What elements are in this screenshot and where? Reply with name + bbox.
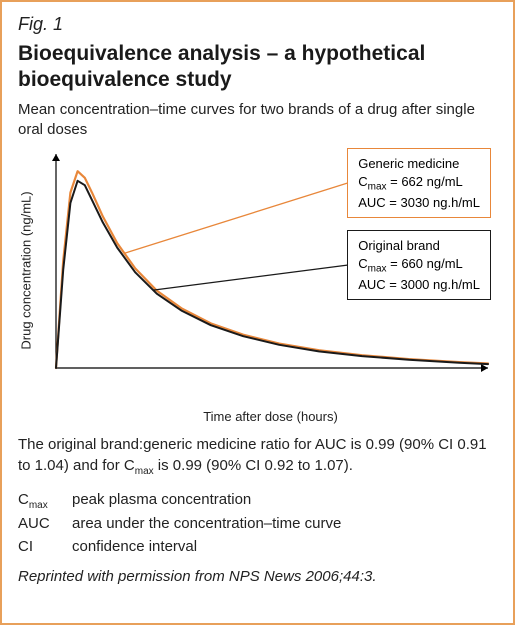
definitions-list: Cmaxpeak plasma concentrationAUCarea und…	[18, 489, 497, 558]
credit-line: Reprinted with permission from NPS News …	[18, 568, 497, 585]
figure-label: Fig. 1	[18, 14, 497, 35]
figure-title: Bioequivalence analysis – a hypothetical…	[18, 41, 497, 94]
figure-frame: Fig. 1 Bioequivalence analysis – a hypot…	[0, 0, 515, 625]
legend-original: Original brand Cmax = 660 ng/mL AUC = 30…	[347, 230, 491, 300]
definition-row: CIconfidence interval	[18, 536, 497, 559]
definition-text: area under the concentration–time curve	[72, 513, 341, 536]
definition-row: AUCarea under the concentration–time cur…	[18, 513, 497, 536]
legend-generic: Generic medicine Cmax = 662 ng/mL AUC = …	[347, 148, 491, 218]
definition-text: peak plasma concentration	[72, 489, 251, 513]
legend-generic-auc: AUC = 3030 ng.h/mL	[358, 194, 480, 212]
legend-original-cmax: Cmax = 660 ng/mL	[358, 255, 480, 276]
legend-original-name: Original brand	[358, 237, 480, 255]
figure-subtitle: Mean concentration–time curves for two b…	[18, 100, 497, 141]
legend-generic-cmax: Cmax = 662 ng/mL	[358, 173, 480, 194]
definition-term: CI	[18, 536, 72, 559]
y-axis-label: Drug concentration (ng/mL)	[19, 171, 34, 371]
caption: The original brand:generic medicine rati…	[18, 434, 497, 479]
definition-row: Cmaxpeak plasma concentration	[18, 489, 497, 513]
definition-term: Cmax	[18, 489, 72, 513]
chart-area: Drug concentration (ng/mL) Generic medic…	[18, 148, 497, 403]
legend-generic-name: Generic medicine	[358, 155, 480, 173]
definition-text: confidence interval	[72, 536, 197, 559]
legend-original-auc: AUC = 3000 ng.h/mL	[358, 276, 480, 294]
x-axis-label: Time after dose (hours)	[44, 409, 497, 424]
definition-term: AUC	[18, 513, 72, 536]
